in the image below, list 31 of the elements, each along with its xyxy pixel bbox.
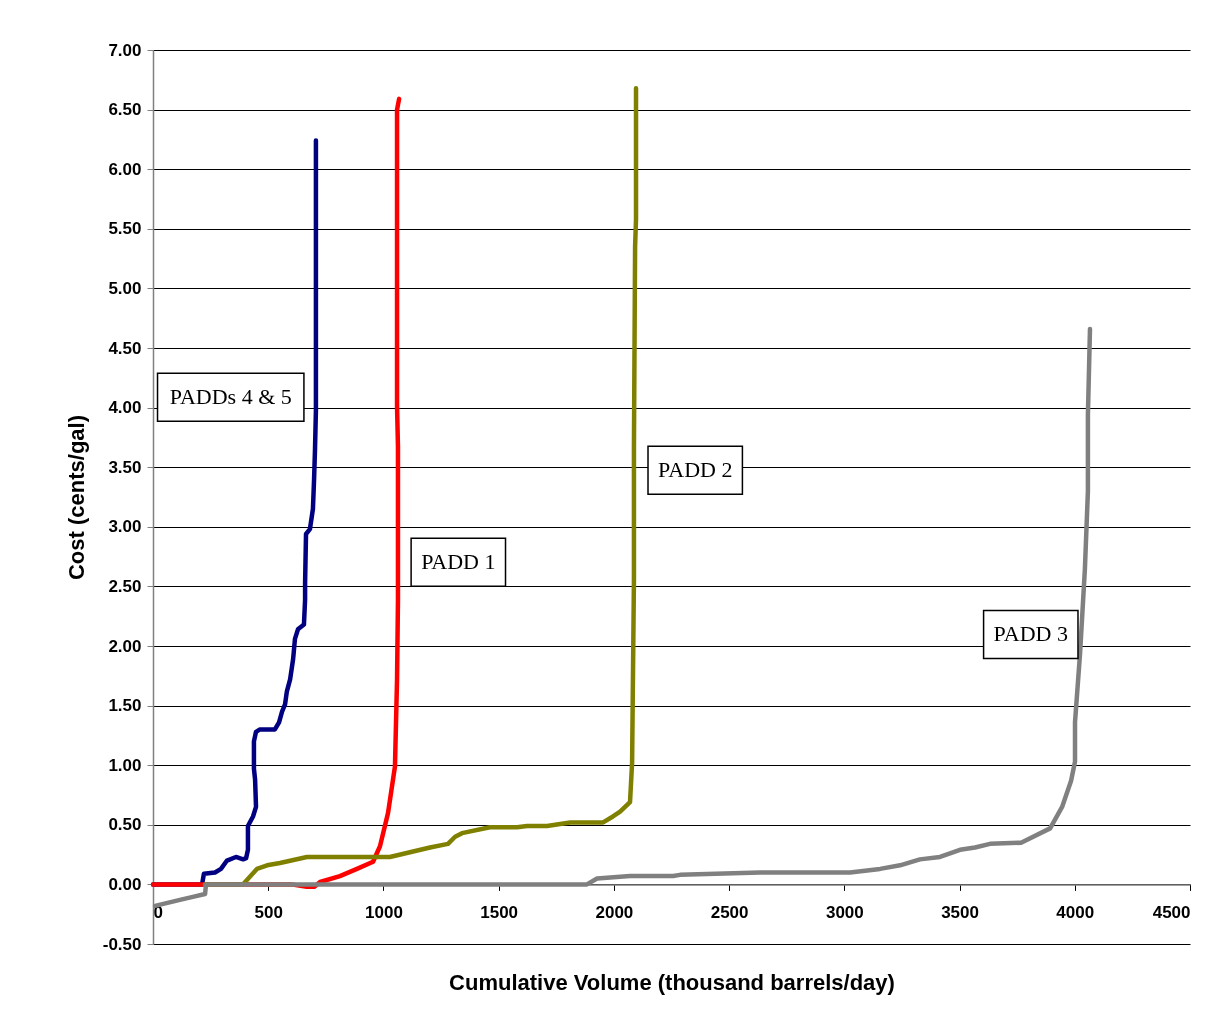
x-tick-label: 4500 bbox=[1152, 902, 1191, 922]
series-label: PADDs 4 & 5 bbox=[169, 384, 292, 410]
y-tick-label: 1.50 bbox=[108, 696, 142, 716]
x-tick-label: 500 bbox=[254, 902, 283, 922]
y-tick-label: 3.00 bbox=[108, 517, 142, 537]
series-label: PADD 1 bbox=[421, 549, 496, 575]
y-tick-label: 7.00 bbox=[108, 40, 142, 60]
y-tick-label: 4.00 bbox=[108, 398, 142, 418]
y-tick-label: 0.50 bbox=[108, 815, 142, 835]
y-tick-label: 6.00 bbox=[108, 159, 142, 179]
y-tick-label: 5.50 bbox=[108, 219, 142, 239]
x-tick-label: 2000 bbox=[595, 902, 634, 922]
y-tick-label: 2.00 bbox=[108, 636, 142, 656]
y-tick-label: -0.50 bbox=[102, 934, 142, 954]
y-tick-label: 2.50 bbox=[108, 576, 142, 596]
x-tick-label: 1500 bbox=[480, 902, 519, 922]
y-tick-label: 0.00 bbox=[108, 874, 142, 894]
series-label: PADD 2 bbox=[658, 457, 733, 483]
series-label: PADD 3 bbox=[993, 621, 1068, 647]
x-tick-label: 3500 bbox=[941, 902, 979, 922]
x-axis-title: Cumulative Volume (thousand barrels/day) bbox=[449, 969, 895, 995]
x-tick-label: 4000 bbox=[1056, 902, 1095, 922]
y-tick-label: 3.50 bbox=[108, 457, 142, 477]
x-tick-label: 1000 bbox=[365, 902, 403, 922]
x-tick-label: 2500 bbox=[710, 902, 749, 922]
y-tick-label: 1.00 bbox=[108, 755, 142, 775]
y-axis-title: Cost (cents/gal) bbox=[63, 414, 89, 581]
y-tick-label: 4.50 bbox=[108, 338, 142, 358]
y-tick-label: 5.00 bbox=[108, 278, 142, 298]
y-tick-label: 6.50 bbox=[108, 100, 142, 120]
x-tick-label: 3000 bbox=[825, 902, 864, 922]
